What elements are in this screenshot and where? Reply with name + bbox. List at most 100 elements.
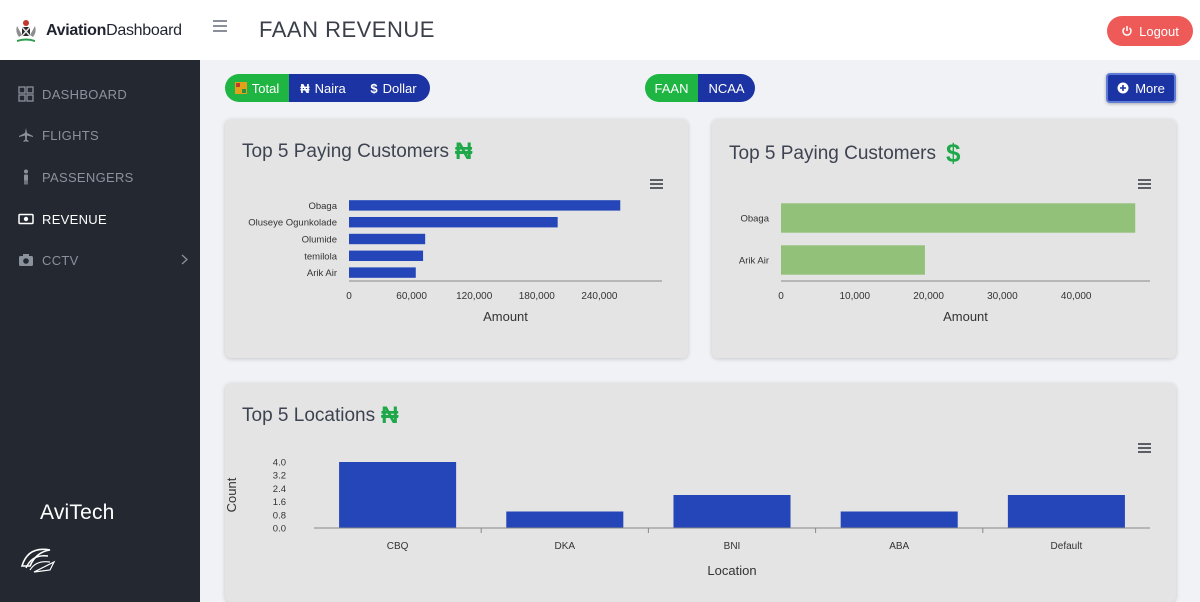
x-tick-label: 180,000 xyxy=(519,291,556,302)
x-axis-title: Location xyxy=(707,563,756,578)
airplane-icon xyxy=(18,127,34,143)
grid-icon xyxy=(18,86,34,102)
sidebar-item-label: DASHBOARD xyxy=(42,86,128,102)
card-title: Top 5 Paying Customers ₦ xyxy=(242,138,472,166)
x-tick-label: 30,000 xyxy=(987,291,1018,302)
tab-dollar[interactable]: $ Dollar xyxy=(357,74,430,102)
tab-faan[interactable]: FAAN xyxy=(645,74,698,102)
naira-customers-chart: 0 60,000 120,000 180,000 240,000 Obaga Oluseye… xyxy=(248,200,662,324)
sidebar-item-label: FLIGHTS xyxy=(42,127,99,143)
more-label: More xyxy=(1135,80,1165,96)
money-icon xyxy=(18,211,34,227)
bar xyxy=(349,267,416,278)
card-title: Top 5 Paying Customers $ xyxy=(729,138,960,169)
sidebar-item-label: REVENUE xyxy=(42,211,107,227)
top-header: AviationDashboard FAAN REVENUE Logout xyxy=(0,0,1200,60)
sidebar-item-label: CCTV xyxy=(42,252,79,268)
naira-icon: ₦ xyxy=(381,402,399,429)
page-title: FAAN REVENUE xyxy=(259,17,435,42)
y-tick-label: 2.4 xyxy=(273,484,286,495)
card-title-text: Top 5 Paying Customers xyxy=(242,141,449,162)
brand[interactable]: AviationDashboard xyxy=(14,18,182,44)
chevron-right-icon xyxy=(181,254,188,265)
agency-toggle: FAAN NCAA xyxy=(645,74,755,102)
logout-label: Logout xyxy=(1139,23,1179,39)
menu-toggle-icon[interactable] xyxy=(213,20,227,32)
sidebar-item-revenue[interactable]: REVENUE xyxy=(0,201,200,237)
dollar-customers-chart: 0 10,000 20,000 30,000 40,000 Obaga Arik Air Am… xyxy=(739,203,1150,324)
y-tick-label: 0.0 xyxy=(273,524,286,535)
x-tick-label: ABA xyxy=(889,541,909,552)
avitech-logo xyxy=(20,548,56,573)
sidebar-item-flights[interactable]: FLIGHTS xyxy=(0,117,200,153)
x-tick-label: 240,000 xyxy=(581,291,618,302)
bar xyxy=(506,511,624,528)
chart-menu-icon[interactable] xyxy=(650,179,663,189)
bar xyxy=(1007,495,1125,528)
naira-icon: ₦ xyxy=(300,80,310,96)
y-tick-label: Obaga xyxy=(308,201,337,212)
y-tick-label: Oluseye Ogunkolade xyxy=(248,218,337,229)
card-top-customers-dollar: Top 5 Paying Customers $ 0 10,000 20,000 30… xyxy=(712,119,1176,358)
bar xyxy=(349,200,621,211)
x-tick-label: DKA xyxy=(555,541,576,552)
bar xyxy=(349,216,558,228)
x-tick-label: 120,000 xyxy=(456,291,493,302)
x-tick-label: 20,000 xyxy=(913,291,944,302)
tab-naira[interactable]: ₦ Naira xyxy=(289,74,357,102)
more-button[interactable]: More xyxy=(1106,73,1176,103)
x-tick-label: BNI xyxy=(724,541,741,552)
tab-ncaa[interactable]: NCAA xyxy=(698,74,755,102)
tab-ncaa-label: NCAA xyxy=(708,80,745,96)
chart-menu-icon[interactable] xyxy=(1138,179,1151,189)
plus-circle-icon xyxy=(1117,82,1129,94)
naira-icon: ₦ xyxy=(455,138,473,165)
camera-icon xyxy=(18,252,34,268)
bar xyxy=(781,245,925,275)
sidebar-item-dashboard[interactable]: DASHBOARD xyxy=(0,76,200,112)
y-tick-label: 1.6 xyxy=(273,497,286,508)
bar xyxy=(840,511,958,528)
power-icon xyxy=(1122,26,1132,36)
y-axis-title: Count xyxy=(225,477,239,512)
sidebar-item-passengers[interactable]: PASSENGERS xyxy=(0,159,200,195)
card-title: Top 5 Locations ₦ xyxy=(242,402,398,430)
card-top-locations: Top 5 Locations ₦ 0.0 0.8 1.6 2.4 3.2 4.0 Coun… xyxy=(225,383,1176,602)
person-icon xyxy=(18,169,34,185)
tab-naira-label: Naira xyxy=(314,80,346,96)
x-tick-label: 60,000 xyxy=(396,291,427,302)
tab-total-label: Total xyxy=(251,80,280,96)
x-axis-title: Amount xyxy=(943,309,988,324)
sidebar-item-label: PASSENGERS xyxy=(42,169,134,185)
coat-of-arms-icon xyxy=(16,20,36,42)
bar xyxy=(781,203,1136,233)
x-axis-title: Amount xyxy=(483,309,528,324)
bar xyxy=(339,462,457,528)
x-tick-label: 0 xyxy=(346,291,352,302)
y-tick-label: temilola xyxy=(304,251,337,262)
locations-chart: 0.0 0.8 1.6 2.4 3.2 4.0 Count CBQ DKA BNI ABA Defau… xyxy=(225,458,1150,578)
card-top-customers-naira: Top 5 Paying Customers ₦ 0 60,000 120,000 1… xyxy=(225,119,688,358)
x-tick-label: 10,000 xyxy=(840,291,871,302)
logout-button[interactable]: Logout xyxy=(1107,16,1193,46)
sidebar-item-cctv[interactable]: CCTV xyxy=(0,242,200,278)
y-tick-label: 0.8 xyxy=(273,510,286,521)
dollar-icon: $ xyxy=(946,138,961,168)
avitech-wordmark: AviTech xyxy=(40,501,115,524)
card-title-text: Top 5 Locations xyxy=(242,405,376,426)
y-tick-label: Arik Air xyxy=(739,256,769,267)
tab-dollar-label: Dollar xyxy=(382,80,417,96)
sidebar: DASHBOARD FLIGHTS PASSENGERS REVENUE CCT… xyxy=(0,60,200,602)
tab-faan-label: FAAN xyxy=(654,80,689,96)
currency-toggle: Total ₦ Naira $ Dollar xyxy=(225,74,430,102)
chart-menu-icon[interactable] xyxy=(1138,443,1151,453)
total-icon xyxy=(234,82,247,94)
tab-total[interactable]: Total xyxy=(225,74,289,102)
x-tick-label: 0 xyxy=(778,291,784,302)
dollar-icon: $ xyxy=(370,80,378,96)
bar xyxy=(349,250,424,262)
bar xyxy=(673,495,791,528)
card-title-text: Top 5 Paying Customers xyxy=(729,142,936,164)
y-tick-label: 3.2 xyxy=(273,471,286,482)
brand-name: AviationDashboard xyxy=(46,22,182,39)
